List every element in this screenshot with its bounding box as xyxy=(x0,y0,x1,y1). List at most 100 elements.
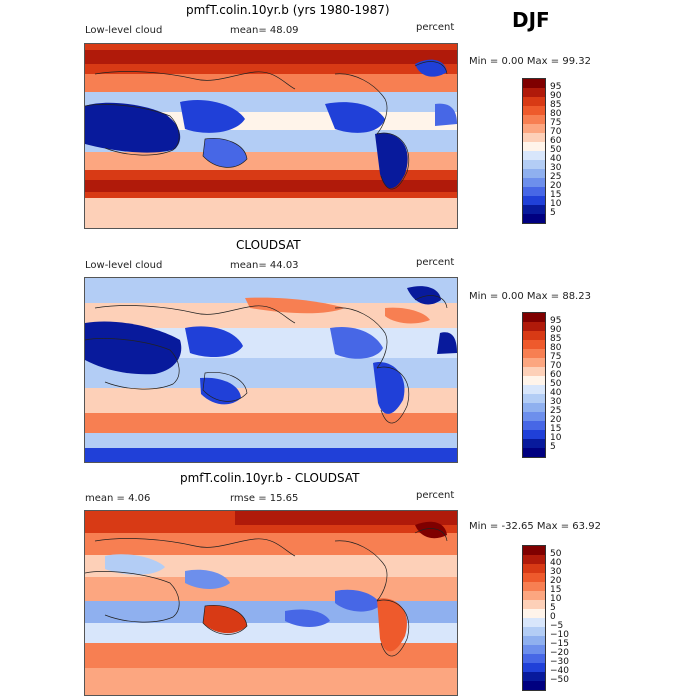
colorbar-tick-label: 80 xyxy=(550,108,562,119)
colorbar-tick-label: 10 xyxy=(550,198,562,209)
colorbar-swatch xyxy=(523,376,545,386)
panel-2-colorbar xyxy=(522,312,546,458)
panel-1-minmax: Min = 0.00 Max = 99.32 xyxy=(469,56,591,67)
colorbar-tick-label: 30 xyxy=(550,162,562,173)
colorbar-tick-label: 30 xyxy=(550,566,562,577)
panel-2-variable-label: Low-level cloud xyxy=(85,260,163,271)
colorbar-swatch xyxy=(523,367,545,377)
colorbar-swatch xyxy=(523,124,545,134)
panel-3-title: pmfT.colin.10yr.b - CLOUDSAT xyxy=(180,471,360,485)
colorbar-swatch xyxy=(523,439,545,449)
colorbar-tick-label: −10 xyxy=(550,629,569,640)
colorbar-swatch xyxy=(523,151,545,161)
colorbar-swatch xyxy=(523,178,545,188)
colorbar-swatch xyxy=(523,133,545,143)
colorbar-tick-label: 20 xyxy=(550,414,562,425)
colorbar-tick-label: 50 xyxy=(550,378,562,389)
colorbar-swatch xyxy=(523,672,545,682)
colorbar-swatch xyxy=(523,412,545,422)
panel-3-colorbar xyxy=(522,545,546,691)
panel-1-units-label: percent xyxy=(416,22,455,33)
colorbar-swatch xyxy=(523,394,545,404)
colorbar-swatch xyxy=(523,591,545,601)
colorbar-tick-label: 40 xyxy=(550,153,562,164)
colorbar-swatch xyxy=(523,187,545,197)
colorbar-tick-label: 75 xyxy=(550,351,562,362)
colorbar-swatch xyxy=(523,636,545,646)
panel-2-title: CLOUDSAT xyxy=(236,238,301,252)
colorbar-swatch xyxy=(523,340,545,350)
panel-3-rmse-label: rmse = 15.65 xyxy=(230,493,299,504)
season-label: DJF xyxy=(512,8,550,32)
panel-3-units-label: percent xyxy=(416,490,455,501)
colorbar-swatch xyxy=(523,448,545,457)
panel-2-minmax: Min = 0.00 Max = 88.23 xyxy=(469,291,591,302)
panel-2-map xyxy=(84,277,458,463)
panel-1-colorbar xyxy=(522,78,546,224)
colorbar-tick-label: 70 xyxy=(550,360,562,371)
colorbar-swatch xyxy=(523,331,545,341)
colorbar-swatch xyxy=(523,358,545,368)
colorbar-tick-label: 25 xyxy=(550,171,562,182)
colorbar-swatch xyxy=(523,142,545,152)
colorbar-swatch xyxy=(523,88,545,98)
colorbar-tick-label: 5 xyxy=(550,441,556,452)
colorbar-tick-label: −30 xyxy=(550,656,569,667)
colorbar-tick-label: 10 xyxy=(550,593,562,604)
panel-2-mean-label: mean= 44.03 xyxy=(230,260,299,271)
panel-3-minmax: Min = -32.65 Max = 63.92 xyxy=(469,521,601,532)
colorbar-tick-label: −50 xyxy=(550,674,569,685)
colorbar-swatch xyxy=(523,573,545,583)
colorbar-tick-label: 90 xyxy=(550,90,562,101)
colorbar-swatch xyxy=(523,430,545,440)
colorbar-swatch xyxy=(523,627,545,637)
colorbar-tick-label: 50 xyxy=(550,144,562,155)
colorbar-tick-label: 60 xyxy=(550,135,562,146)
colorbar-swatch xyxy=(523,115,545,125)
colorbar-tick-label: 90 xyxy=(550,324,562,335)
colorbar-swatch xyxy=(523,582,545,592)
colorbar-swatch xyxy=(523,555,545,565)
colorbar-tick-label: 25 xyxy=(550,405,562,416)
colorbar-swatch xyxy=(523,205,545,215)
colorbar-tick-label: 80 xyxy=(550,342,562,353)
colorbar-tick-label: 20 xyxy=(550,180,562,191)
colorbar-swatch xyxy=(523,349,545,359)
colorbar-tick-label: 15 xyxy=(550,584,562,595)
colorbar-tick-label: 50 xyxy=(550,548,562,559)
colorbar-tick-label: 40 xyxy=(550,557,562,568)
colorbar-swatch xyxy=(523,681,545,690)
colorbar-tick-label: −15 xyxy=(550,638,569,649)
colorbar-swatch xyxy=(523,160,545,170)
colorbar-swatch xyxy=(523,385,545,395)
colorbar-tick-label: 95 xyxy=(550,315,562,326)
panel-1-variable-label: Low-level cloud xyxy=(85,25,163,36)
colorbar-tick-label: 60 xyxy=(550,369,562,380)
panel-1-map xyxy=(84,43,458,229)
colorbar-swatch xyxy=(523,214,545,223)
colorbar-tick-label: 40 xyxy=(550,387,562,398)
colorbar-tick-label: 10 xyxy=(550,432,562,443)
colorbar-swatch xyxy=(523,654,545,664)
colorbar-swatch xyxy=(523,322,545,332)
colorbar-swatch xyxy=(523,196,545,206)
colorbar-swatch xyxy=(523,600,545,610)
colorbar-swatch xyxy=(523,546,545,556)
colorbar-swatch xyxy=(523,663,545,673)
colorbar-tick-label: −5 xyxy=(550,620,564,631)
colorbar-swatch xyxy=(523,79,545,89)
colorbar-swatch xyxy=(523,564,545,574)
colorbar-swatch xyxy=(523,645,545,655)
colorbar-tick-label: 75 xyxy=(550,117,562,128)
colorbar-swatch xyxy=(523,97,545,107)
colorbar-tick-label: 85 xyxy=(550,333,562,344)
colorbar-tick-label: −40 xyxy=(550,665,569,676)
colorbar-tick-label: 95 xyxy=(550,81,562,92)
panel-2-units-label: percent xyxy=(416,257,455,268)
colorbar-tick-label: 85 xyxy=(550,99,562,110)
colorbar-tick-label: 5 xyxy=(550,602,556,613)
panel-1-mean-label: mean= 48.09 xyxy=(230,25,299,36)
colorbar-swatch xyxy=(523,421,545,431)
panel-3-mean-label: mean = 4.06 xyxy=(85,493,151,504)
colorbar-tick-label: 30 xyxy=(550,396,562,407)
